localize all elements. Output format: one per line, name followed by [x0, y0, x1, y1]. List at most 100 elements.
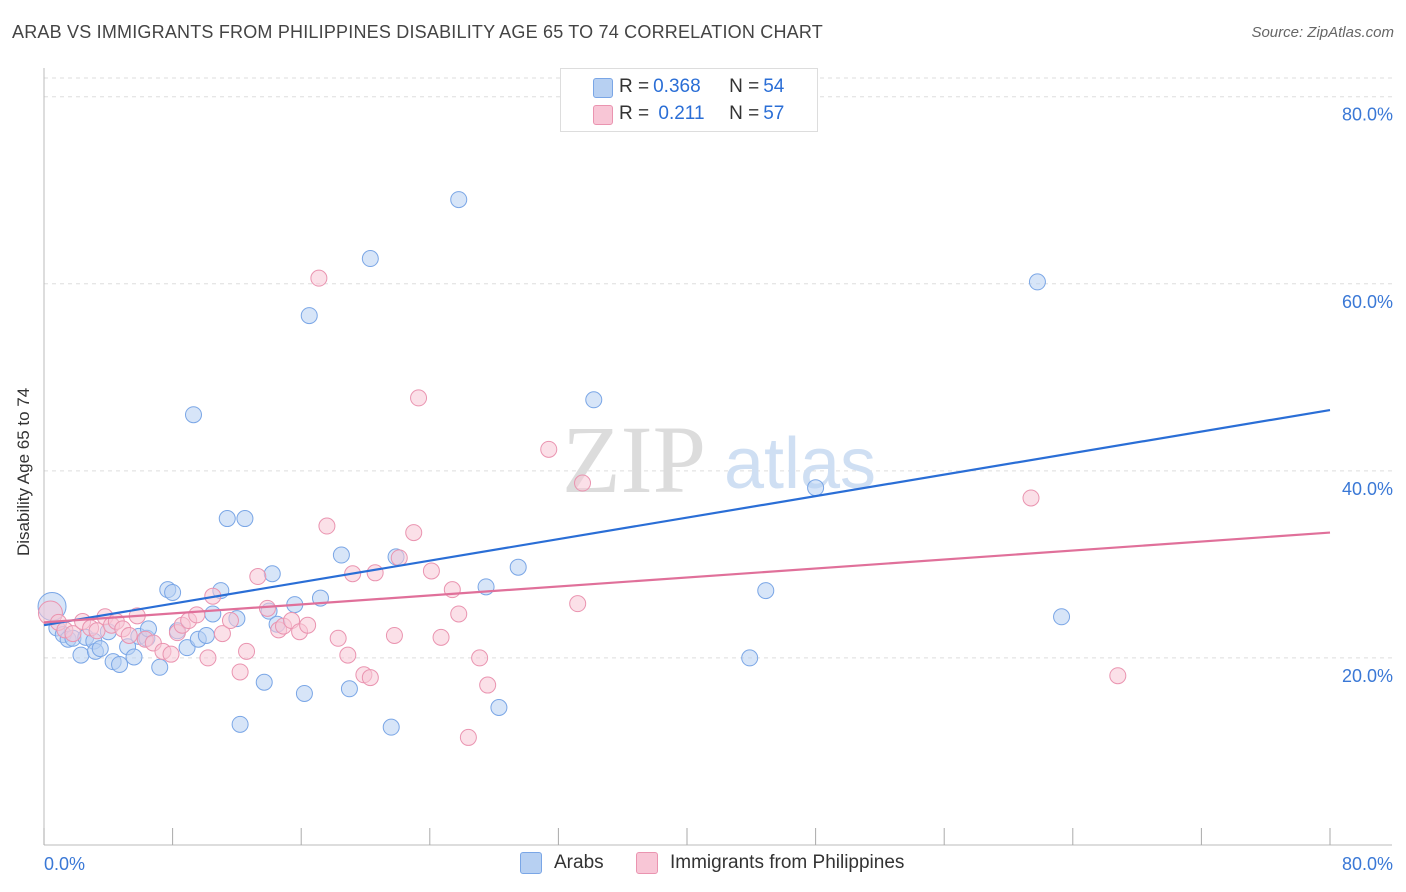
watermark-atlas: atlas — [724, 424, 876, 504]
point-arabs — [340, 680, 358, 698]
point-philippines — [213, 625, 231, 643]
tick-labels: 20.0% 40.0% 60.0% 80.0% 0.0% 80.0% — [44, 105, 1393, 874]
point-philippines — [188, 606, 206, 624]
point-philippines — [231, 663, 249, 681]
point-philippines — [258, 599, 276, 617]
y-tick-label: 60.0% — [1342, 292, 1393, 312]
point-philippines — [310, 269, 328, 287]
point-arabs — [585, 391, 603, 409]
point-philippines — [329, 629, 347, 647]
legend-swatch-blue — [593, 78, 613, 98]
point-arabs — [91, 640, 109, 658]
legend-swatch-philippines — [636, 852, 658, 874]
point-philippines — [471, 649, 489, 667]
legend-n-value: 57 — [763, 103, 785, 124]
point-arabs — [197, 626, 215, 644]
point-arabs — [490, 699, 508, 717]
data-points — [37, 191, 1127, 746]
point-philippines — [390, 549, 408, 567]
axes — [43, 68, 1392, 846]
point-philippines — [221, 612, 239, 630]
point-arabs — [1028, 273, 1046, 291]
point-philippines — [64, 625, 82, 643]
stats-legend: R = 0.368 N = 54 R = 0.211 N = 57 — [560, 68, 818, 132]
legend-row-arabs: R = 0.368 N = 54 — [593, 75, 785, 99]
legend-r-label: R = — [619, 103, 650, 124]
point-arabs — [263, 565, 281, 583]
point-philippines — [569, 595, 587, 613]
legend-item-arabs: Arabs — [520, 852, 604, 874]
point-philippines — [366, 564, 384, 582]
source-label: Source: ZipAtlas.com — [1251, 24, 1394, 41]
point-philippines — [1109, 667, 1127, 685]
point-arabs — [218, 510, 236, 528]
legend-r-value: 0.368 — [653, 76, 701, 97]
point-arabs — [204, 605, 222, 623]
x-tick-label: 80.0% — [1342, 854, 1393, 874]
point-arabs — [72, 646, 90, 664]
point-arabs — [741, 649, 759, 667]
legend-r-value: 0.211 — [653, 103, 705, 124]
grid-lines — [44, 77, 1392, 659]
chart-title: ARAB VS IMMIGRANTS FROM PHILIPPINES DISA… — [12, 22, 823, 42]
point-philippines — [318, 517, 336, 535]
watermark-zip: ZIP — [562, 406, 706, 513]
point-philippines — [385, 626, 403, 644]
point-arabs — [509, 558, 527, 576]
y-tick-label: 20.0% — [1342, 666, 1393, 686]
legend-label-arabs: Arabs — [554, 852, 604, 873]
legend-n-label: N = — [729, 103, 760, 124]
point-philippines — [540, 440, 558, 458]
trend-line-philippines — [43, 531, 1331, 624]
point-philippines — [299, 616, 317, 634]
point-philippines — [162, 645, 180, 663]
y-axis-label: Disability Age 65 to 74 — [14, 387, 33, 556]
legend-label-philippines: Immigrants from Philippines — [670, 852, 905, 873]
point-philippines — [405, 524, 423, 542]
point-philippines — [88, 622, 106, 640]
legend-swatch-pink — [593, 105, 613, 125]
y-tick-label: 40.0% — [1342, 479, 1393, 499]
legend-swatch-arabs — [520, 852, 542, 874]
point-philippines — [410, 389, 428, 407]
point-philippines — [1022, 489, 1040, 507]
point-arabs — [807, 479, 825, 497]
point-arabs — [255, 673, 273, 691]
trend-line-arabs — [43, 408, 1331, 627]
point-arabs — [757, 582, 775, 600]
point-arabs — [231, 715, 249, 733]
point-arabs — [382, 718, 400, 736]
point-philippines — [450, 605, 468, 623]
point-arabs — [236, 510, 254, 528]
point-philippines — [361, 669, 379, 687]
point-arabs — [450, 191, 468, 209]
legend-item-philippines: Immigrants from Philippines — [636, 852, 904, 874]
point-arabs — [164, 583, 182, 601]
point-arabs — [332, 546, 350, 564]
point-philippines — [249, 568, 267, 586]
legend-n-value: 54 — [763, 76, 785, 97]
point-arabs — [151, 658, 169, 676]
point-philippines — [339, 646, 357, 664]
point-philippines — [238, 642, 256, 660]
point-philippines — [199, 649, 217, 667]
point-arabs — [125, 648, 143, 666]
point-arabs — [300, 307, 318, 325]
point-arabs — [184, 406, 202, 424]
watermark: ZIP atlas — [562, 406, 876, 513]
point-philippines — [422, 562, 440, 580]
point-philippines — [459, 728, 477, 746]
x-tick-label: 0.0% — [44, 854, 85, 874]
trend-lines — [43, 408, 1331, 627]
point-philippines — [479, 676, 497, 694]
point-philippines — [120, 626, 138, 644]
point-philippines — [432, 628, 450, 646]
point-arabs — [361, 250, 379, 268]
y-tick-label: 80.0% — [1342, 105, 1393, 125]
point-philippines — [574, 474, 592, 492]
point-arabs — [295, 684, 313, 702]
point-arabs — [1053, 608, 1071, 626]
point-arabs — [111, 655, 129, 673]
legend-r-label: R = — [619, 76, 650, 97]
